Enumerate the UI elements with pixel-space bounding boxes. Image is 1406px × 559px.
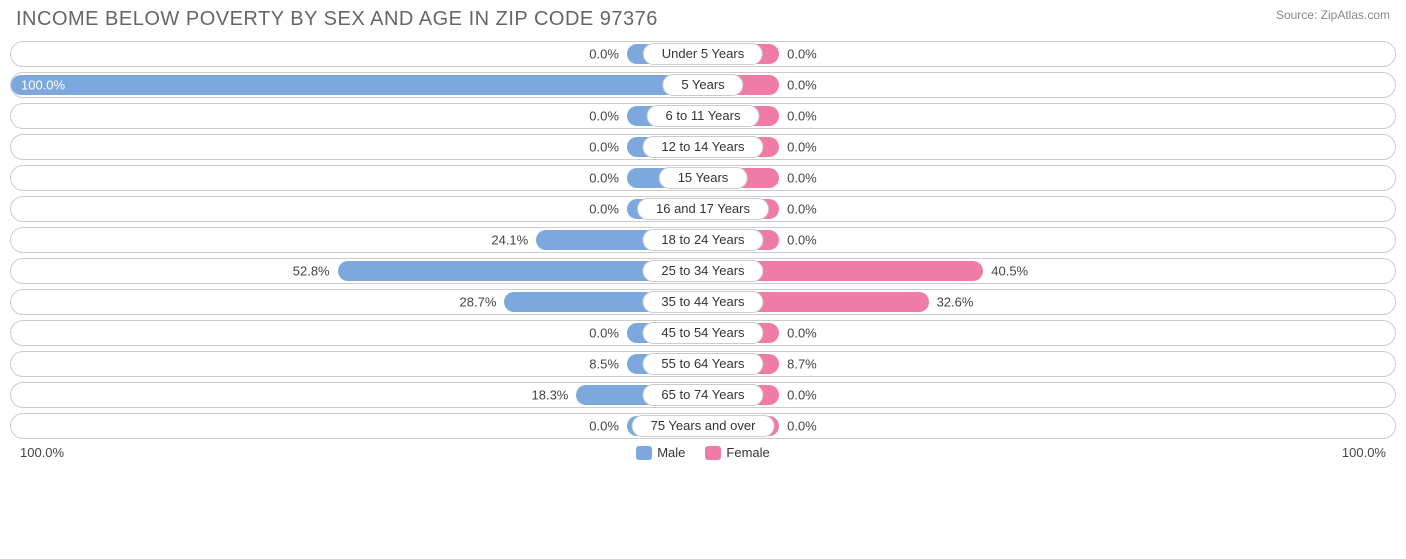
male-value: 0.0%	[589, 171, 619, 186]
row-category-label: 55 to 64 Years	[642, 353, 763, 375]
male-value: 0.0%	[589, 140, 619, 155]
row-category-label: Under 5 Years	[643, 43, 763, 65]
female-value: 0.0%	[787, 78, 817, 93]
female-value: 0.0%	[787, 233, 817, 248]
male-value: 24.1%	[491, 233, 528, 248]
female-value: 0.0%	[787, 47, 817, 62]
male-value: 0.0%	[589, 47, 619, 62]
chart-row: 0.0% 0.0% 45 to 54 Years	[10, 320, 1396, 346]
male-value: 0.0%	[589, 419, 619, 434]
legend-label-female: Female	[726, 445, 769, 460]
chart-header: INCOME BELOW POVERTY BY SEX AND AGE IN Z…	[10, 8, 1396, 31]
female-value: 0.0%	[787, 202, 817, 217]
male-value: 100.0%	[21, 78, 65, 93]
female-value: 0.0%	[787, 109, 817, 124]
legend-item-male: Male	[636, 445, 685, 460]
row-category-label: 75 Years and over	[632, 415, 775, 437]
legend-label-male: Male	[657, 445, 685, 460]
chart-row: 100.0% 0.0% 5 Years	[10, 72, 1396, 98]
legend: Male Female	[636, 445, 770, 460]
male-value: 8.5%	[589, 357, 619, 372]
legend-swatch-male	[636, 446, 652, 460]
male-value: 0.0%	[589, 109, 619, 124]
chart-row: 0.0% 0.0% 15 Years	[10, 165, 1396, 191]
row-category-label: 6 to 11 Years	[647, 105, 760, 127]
row-category-label: 16 and 17 Years	[637, 198, 769, 220]
male-value: 0.0%	[589, 326, 619, 341]
row-category-label: 12 to 14 Years	[642, 136, 763, 158]
female-value: 32.6%	[937, 295, 974, 310]
chart-row: 28.7% 32.6% 35 to 44 Years	[10, 289, 1396, 315]
female-value: 8.7%	[787, 357, 817, 372]
axis-left-label: 100.0%	[20, 445, 64, 460]
chart-row: 0.0% 0.0% 16 and 17 Years	[10, 196, 1396, 222]
male-bar	[11, 75, 703, 95]
chart-row: 52.8% 40.5% 25 to 34 Years	[10, 258, 1396, 284]
row-category-label: 45 to 54 Years	[642, 322, 763, 344]
chart-row: 0.0% 0.0% 6 to 11 Years	[10, 103, 1396, 129]
male-value: 28.7%	[460, 295, 497, 310]
female-value: 0.0%	[787, 171, 817, 186]
row-category-label: 25 to 34 Years	[642, 260, 763, 282]
male-value: 0.0%	[589, 202, 619, 217]
female-value: 0.0%	[787, 140, 817, 155]
legend-item-female: Female	[705, 445, 769, 460]
row-category-label: 65 to 74 Years	[642, 384, 763, 406]
chart-container: INCOME BELOW POVERTY BY SEX AND AGE IN Z…	[0, 0, 1406, 466]
female-value: 0.0%	[787, 419, 817, 434]
chart-rows: 0.0% 0.0% Under 5 Years 100.0% 0.0% 5 Years 0.…	[10, 41, 1396, 439]
chart-row: 0.0% 0.0% Under 5 Years	[10, 41, 1396, 67]
row-category-label: 35 to 44 Years	[642, 291, 763, 313]
row-category-label: 5 Years	[662, 74, 743, 96]
chart-row: 0.0% 0.0% 12 to 14 Years	[10, 134, 1396, 160]
chart-source: Source: ZipAtlas.com	[1276, 8, 1390, 22]
row-category-label: 15 Years	[659, 167, 748, 189]
row-category-label: 18 to 24 Years	[642, 229, 763, 251]
chart-row: 8.5% 8.7% 55 to 64 Years	[10, 351, 1396, 377]
female-value: 0.0%	[787, 326, 817, 341]
male-value: 52.8%	[293, 264, 330, 279]
axis-right-label: 100.0%	[1342, 445, 1386, 460]
female-value: 40.5%	[991, 264, 1028, 279]
chart-title: INCOME BELOW POVERTY BY SEX AND AGE IN Z…	[16, 8, 658, 31]
chart-row: 24.1% 0.0% 18 to 24 Years	[10, 227, 1396, 253]
chart-footer: 100.0% Male Female 100.0%	[10, 445, 1396, 460]
chart-row: 0.0% 0.0% 75 Years and over	[10, 413, 1396, 439]
legend-swatch-female	[705, 446, 721, 460]
female-value: 0.0%	[787, 388, 817, 403]
chart-row: 18.3% 0.0% 65 to 74 Years	[10, 382, 1396, 408]
male-value: 18.3%	[532, 388, 569, 403]
